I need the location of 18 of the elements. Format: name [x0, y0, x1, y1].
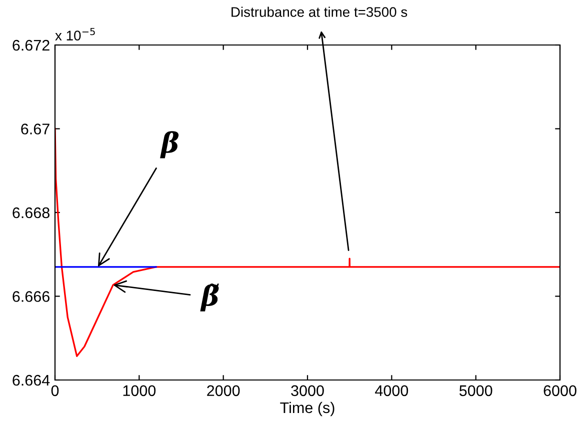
y-tick-label: 6.664 — [12, 374, 50, 386]
text: x 10$^{−5}$ — [55, 28, 95, 40]
x-axis-title: Time (s) — [280, 402, 334, 416]
x-tick-label: 0 — [51, 385, 59, 396]
x-tick-label: 5000 — [459, 385, 492, 396]
y-tick-label: 6.67 — [21, 124, 50, 134]
annotation: β̃ — [200, 284, 219, 312]
x-tick-label: 1000 — [123, 385, 156, 396]
x-tick-label: 6000 — [544, 385, 576, 396]
annotation: Distrubance at time t=3500 s — [232, 6, 408, 17]
x-tick-label: 2000 — [207, 385, 240, 396]
annotation: β — [160, 131, 179, 158]
line-series — [55, 128, 560, 357]
x-tick-label: 4000 — [375, 385, 408, 396]
y-tick-label: 6.668 — [12, 207, 50, 218]
x-tick-label: 3000 — [291, 385, 324, 396]
y-tick-label: 6.672 — [12, 40, 50, 51]
y-tick-label: 6.666 — [12, 291, 50, 302]
